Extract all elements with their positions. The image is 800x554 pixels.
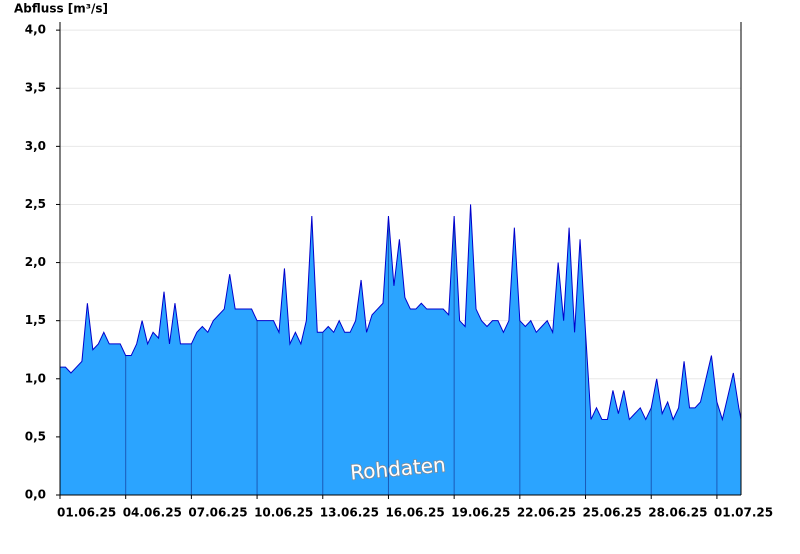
line [60, 204, 742, 422]
y-tick-label: 1,0 [25, 371, 46, 385]
y-tick-label: 1,5 [25, 313, 46, 327]
y-tick-label: 3,5 [25, 81, 46, 95]
y-tick-label: 3,0 [25, 139, 46, 153]
x-tick-label: 10.06.25 [254, 506, 313, 520]
x-tick-label: 28.06.25 [648, 506, 707, 520]
x-tick-label: 01.07.25 [714, 506, 773, 520]
y-tick-label: 4,0 [25, 23, 46, 37]
y-tick-label: 2,0 [25, 255, 46, 269]
y-tick-label: 0,0 [25, 488, 46, 502]
x-tick-label: 19.06.25 [451, 506, 510, 520]
x-tick-label: 07.06.25 [188, 506, 247, 520]
x-tick-label: 22.06.25 [517, 506, 576, 520]
y-tick-label: 2,5 [25, 197, 46, 211]
x-tick-label: 13.06.25 [320, 506, 379, 520]
y-axis-label: Abfluss [m³/s] [14, 2, 108, 16]
y-tick-label: 0,5 [25, 429, 46, 443]
x-tick-label: 04.06.25 [123, 506, 182, 520]
x-tick-label: 25.06.25 [583, 506, 642, 520]
x-tick-label: 16.06.25 [385, 506, 444, 520]
x-tick-label: 01.06.25 [57, 506, 116, 520]
area [60, 204, 741, 495]
